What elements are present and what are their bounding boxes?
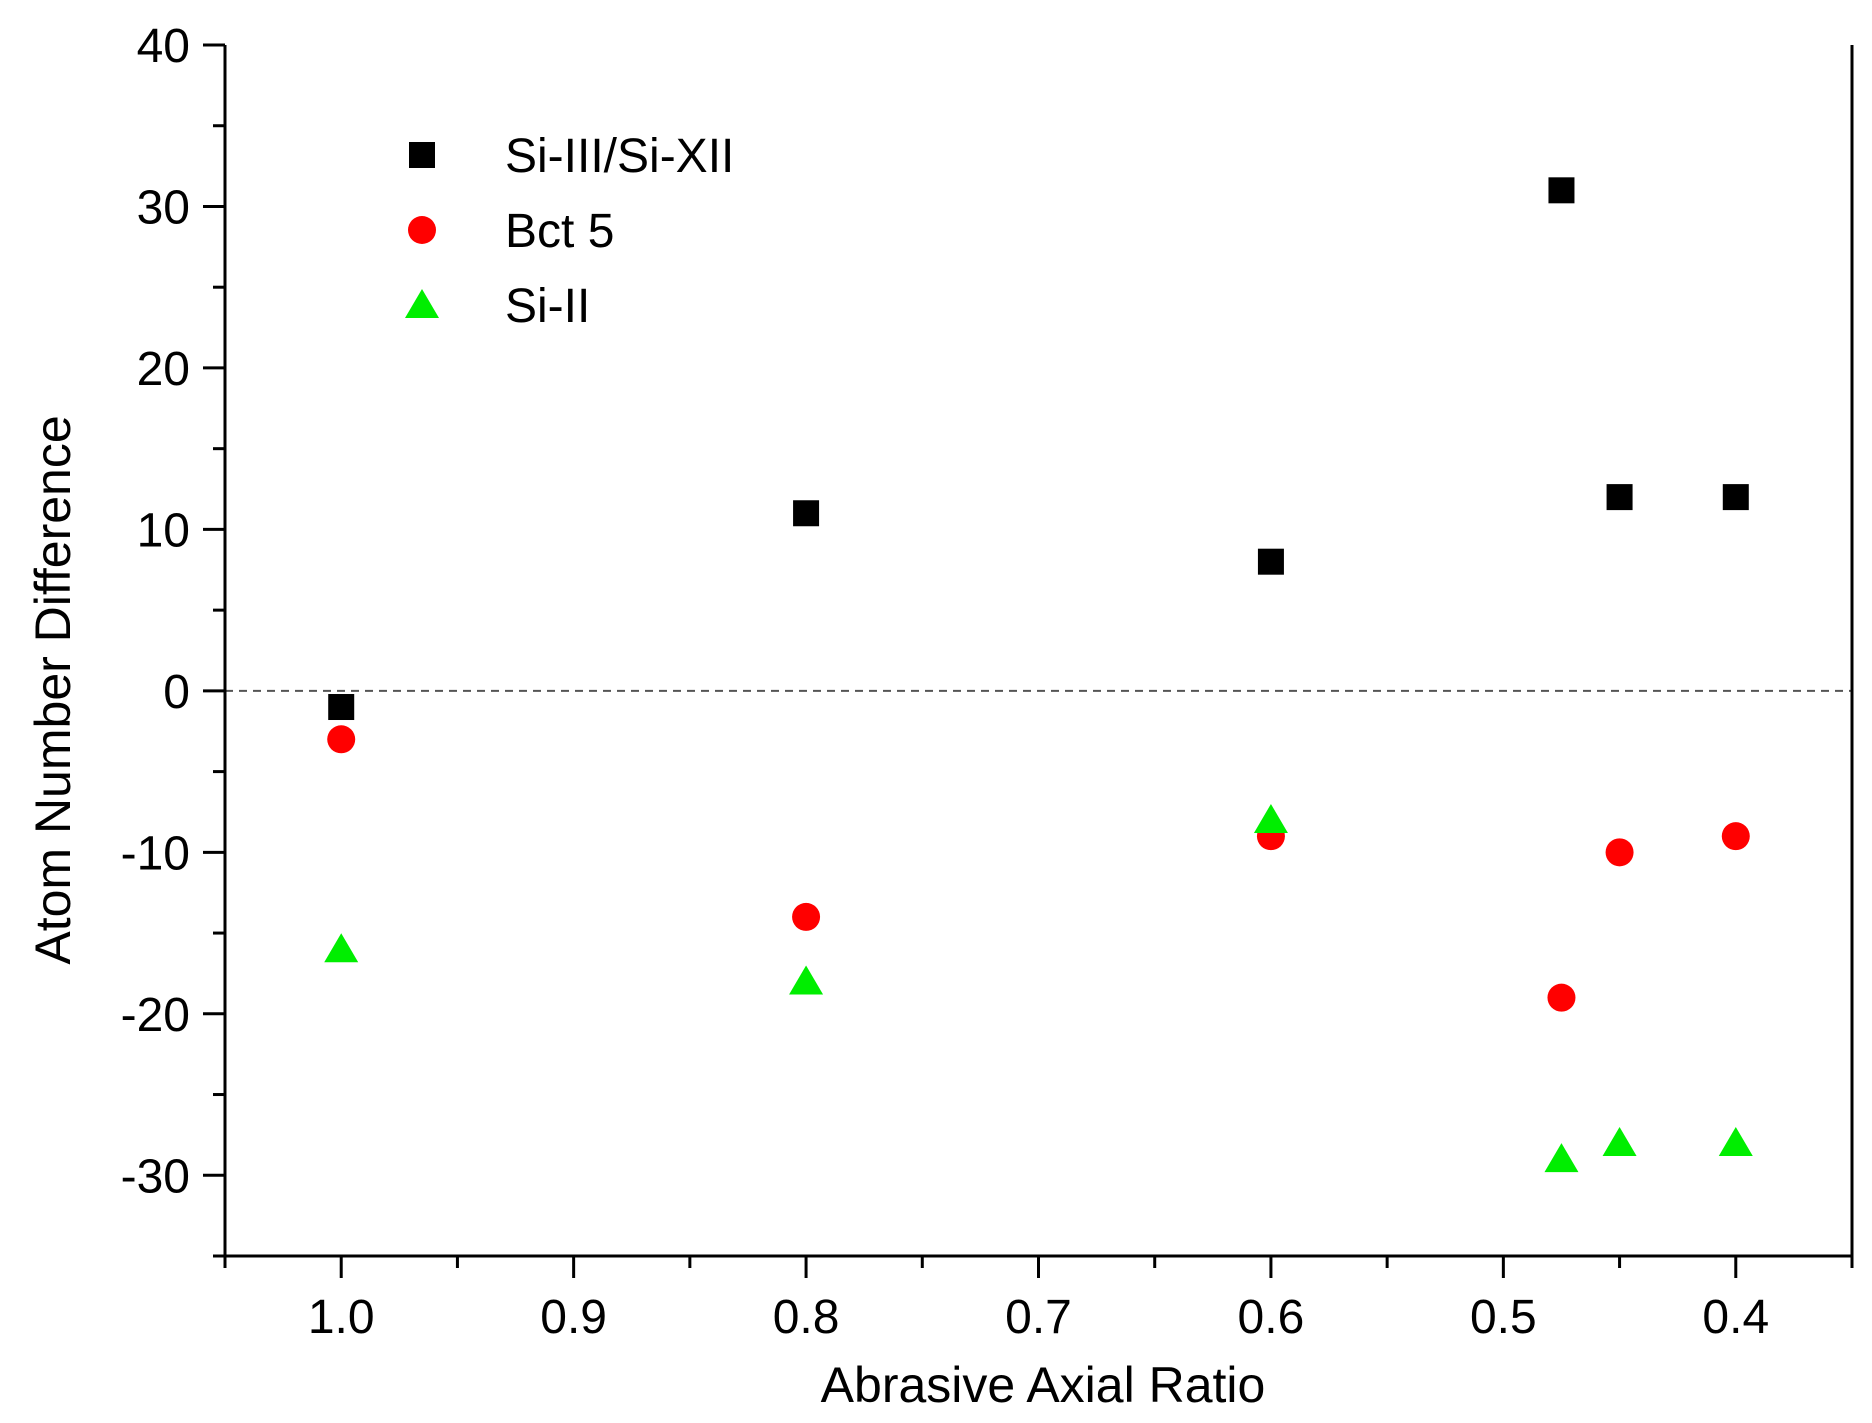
x-tick-label: 0.8 [773, 1291, 840, 1344]
x-tick-label: 0.7 [1005, 1291, 1072, 1344]
point-si-ii [1718, 1126, 1753, 1156]
ticks: 40 30 20 10 0 -10 -20 -30 1.0 0.9 0.8 0.7 0.6 0.5 0.4 [121, 20, 1854, 1344]
legend-marker-si-iii-si-xii [409, 142, 435, 168]
legend: Si-III/Si-XII Bct 5 Si-II [405, 130, 734, 333]
y-tick-label: -10 [121, 827, 190, 880]
point-si-iii-si-xii [328, 694, 355, 721]
x-tick-label: 0.5 [1470, 1291, 1537, 1344]
legend-label-si-iii-si-xii: Si-III/Si-XII [505, 130, 734, 183]
point-bct-5 [1721, 822, 1750, 851]
y-tick-label: -20 [121, 989, 190, 1042]
point-si-iii-si-xii [1257, 548, 1284, 575]
point-si-iii-si-xii [1548, 177, 1575, 204]
point-bct-5 [792, 902, 821, 931]
legend-label-bct-5: Bct 5 [505, 205, 614, 258]
legend-label-si-ii: Si-II [505, 280, 590, 333]
point-si-ii [1544, 1143, 1579, 1173]
axes [223, 45, 1854, 1258]
y-tick-label: 0 [163, 666, 190, 719]
point-si-ii [1602, 1126, 1637, 1156]
x-tick-label: 0.9 [540, 1291, 607, 1344]
y-tick-label: 30 [137, 181, 190, 234]
data-points [324, 177, 1753, 1173]
legend-marker-si-ii [405, 289, 439, 318]
y-tick-label: 20 [137, 343, 190, 396]
point-bct-5 [327, 725, 356, 754]
y-axis-label: Atom Number Difference [25, 415, 81, 964]
x-tick-label: 0.6 [1238, 1291, 1305, 1344]
y-tick-label: 40 [137, 20, 190, 73]
point-si-iii-si-xii [1722, 484, 1749, 511]
point-si-ii [324, 933, 359, 963]
x-tick-label: 1.0 [308, 1291, 375, 1344]
point-si-iii-si-xii [1606, 484, 1633, 511]
point-si-iii-si-xii [793, 500, 820, 527]
point-bct-5 [1547, 983, 1576, 1012]
x-tick-label: 0.4 [1702, 1291, 1769, 1344]
point-si-ii [1253, 804, 1288, 834]
point-si-ii [789, 965, 824, 995]
y-tick-label: 10 [137, 504, 190, 557]
legend-marker-bct-5 [408, 216, 436, 244]
x-axis-label: Abrasive Axial Ratio [821, 1357, 1266, 1413]
y-tick-label: -30 [121, 1150, 190, 1203]
point-bct-5 [1605, 838, 1634, 867]
